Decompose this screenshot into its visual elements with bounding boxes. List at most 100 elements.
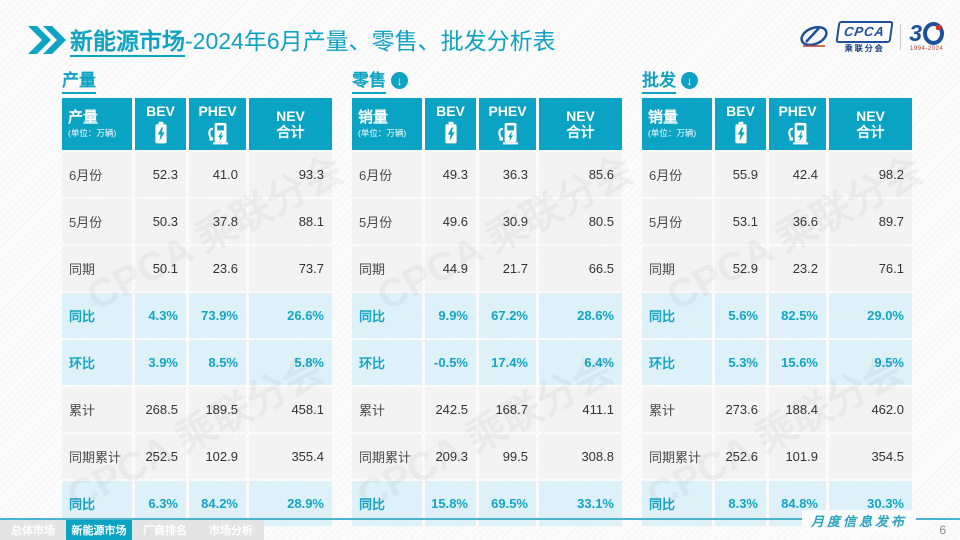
table-panel-产量: 产量CPCA 乘联分会CPCA 乘联分会产量(单位：万辆)BEVPHEVNEV … [60,71,351,528]
cell-value: 73.7 [249,246,332,291]
row-label: 6月份 [642,152,712,197]
cell-value: 67.2% [479,293,536,338]
phev-charger-icon [479,121,536,145]
cell-value: 15.8% [425,481,476,526]
cell-value: 37.8 [189,199,246,244]
cell-value: 5.3% [715,340,766,385]
cell-value: 242.5 [425,387,476,432]
down-arrow-icon: ↓ [681,72,698,89]
cell-value: 3.9% [135,340,186,385]
row-label: 同期 [642,246,712,291]
table-row: 同期 52.9 23.2 76.1 [642,246,912,291]
cell-value: 9.9% [425,293,476,338]
section-label: 批发 [642,71,676,94]
bottom-nav-tabs: 总体市场 新能源市场 厂商排名 市场分析 [0,520,264,540]
logo-divider [900,24,902,50]
nav-tab-总体市场[interactable]: 总体市场 [0,520,66,540]
cell-value: 458.1 [249,387,332,432]
cell-value: 49.3 [425,152,476,197]
column-label: PHEV [198,102,237,119]
double-chevron-icon [28,26,66,54]
section-header: 零售 ↓ [352,71,613,96]
table-row: 同比 9.9% 67.2% 28.6% [352,293,622,338]
cell-value: 188.4 [769,387,826,432]
cpca-swoosh-icon [800,25,829,47]
column-header-bev: BEV [715,98,766,150]
cell-value: 462.0 [829,387,912,432]
table-row: 同比 4.3% 73.9% 26.6% [62,293,332,338]
column-label: NEV 合计 [276,107,305,140]
column-label: PHEV [488,102,527,119]
column-label: BEV [146,102,175,119]
section-header: 产量 [62,71,323,96]
cell-value: 9.5% [829,340,912,385]
cell-value: 73.9% [189,293,246,338]
cell-value: 53.1 [715,199,766,244]
cell-value: 52.3 [135,152,186,197]
column-label: BEV [726,102,755,119]
table-row: 累计 268.5 189.5 458.1 [62,387,332,432]
column-header-bev: BEV [135,98,186,150]
column-header-phev: PHEV [189,98,246,150]
cpca-box: CPCA [835,21,894,43]
cell-value: 268.5 [135,387,186,432]
row-label: 同比 [642,293,712,338]
table-row: 同期累计 209.3 99.5 308.8 [352,434,622,479]
cell-value: 252.5 [135,434,186,479]
cell-value: 93.3 [249,152,332,197]
cell-value: 209.3 [425,434,476,479]
row-label: 同期累计 [62,434,132,479]
row-label: 环比 [62,340,132,385]
corner-label: 销量 [648,108,679,126]
row-label: 同期累计 [352,434,422,479]
cell-value: 354.5 [829,434,912,479]
cell-value: 5.8% [249,340,332,385]
corner-label: 销量 [358,108,389,126]
row-label: 6月份 [62,152,132,197]
cell-value: 28.6% [539,293,622,338]
nav-tab-新能源市场[interactable]: 新能源市场 [66,520,132,540]
tables-region: 产量CPCA 乘联分会CPCA 乘联分会产量(单位：万辆)BEVPHEVNEV … [60,71,931,528]
table-row: 5月份 53.1 36.6 89.7 [642,199,912,244]
cell-value: 44.9 [425,246,476,291]
table-row: 环比 -0.5% 17.4% 6.4% [352,340,622,385]
column-header-phev: PHEV [769,98,826,150]
nav-tab-市场分析[interactable]: 市场分析 [198,520,264,540]
table-header-row: 销量 (单位：万辆) BEV PHEV NEV 合计 [642,98,912,150]
table-row: 环比 3.9% 8.5% 5.8% [62,340,332,385]
table-row: 同期累计 252.6 101.9 354.5 [642,434,912,479]
logo-area: CPCA 乘联分会 3 1994-2024 [799,19,944,55]
row-label: 5月份 [352,199,422,244]
cell-value: 50.3 [135,199,186,244]
bev-battery-icon [715,121,766,145]
corner-header-cell: 销量 (单位：万辆) [352,98,422,150]
cpca-logo-text: CPCA [843,24,887,39]
column-header-nev: NEV 合计 [249,98,332,150]
table-row: 6月份 49.3 36.3 85.6 [352,152,622,197]
row-label: 环比 [352,340,422,385]
cell-value: 355.4 [249,434,332,479]
cell-value: -0.5% [425,340,476,385]
cell-value: 17.4% [479,340,536,385]
cell-value: 80.5 [539,199,622,244]
cell-value: 42.4 [769,152,826,197]
nav-tab-厂商排名[interactable]: 厂商排名 [132,520,198,540]
cell-value: 52.9 [715,246,766,291]
cell-value: 66.5 [539,246,622,291]
table-header-row: 产量 (单位：万辆) BEV PHEV NEV 合计 [62,98,332,150]
data-table: 销量 (单位：万辆) BEV PHEV NEV 合计 6月份 55.9 42.4 98.2 5月份… [639,96,915,528]
anniversary-years: 1994-2024 [910,46,944,52]
table-row: 同期 44.9 21.7 66.5 [352,246,622,291]
bev-battery-icon [135,121,186,145]
table-row: 同期累计 252.5 102.9 355.4 [62,434,332,479]
table-row: 同比 5.6% 82.5% 29.0% [642,293,912,338]
column-header-nev: NEV 合计 [829,98,912,150]
anniversary-number: 3 [909,20,922,46]
section-label: 零售 [352,71,386,94]
row-label: 同期累计 [642,434,712,479]
cell-value: 102.9 [189,434,246,479]
cell-value: 411.1 [539,387,622,432]
cell-value: 98.2 [829,152,912,197]
cell-value: 308.8 [539,434,622,479]
cell-value: 21.7 [479,246,536,291]
